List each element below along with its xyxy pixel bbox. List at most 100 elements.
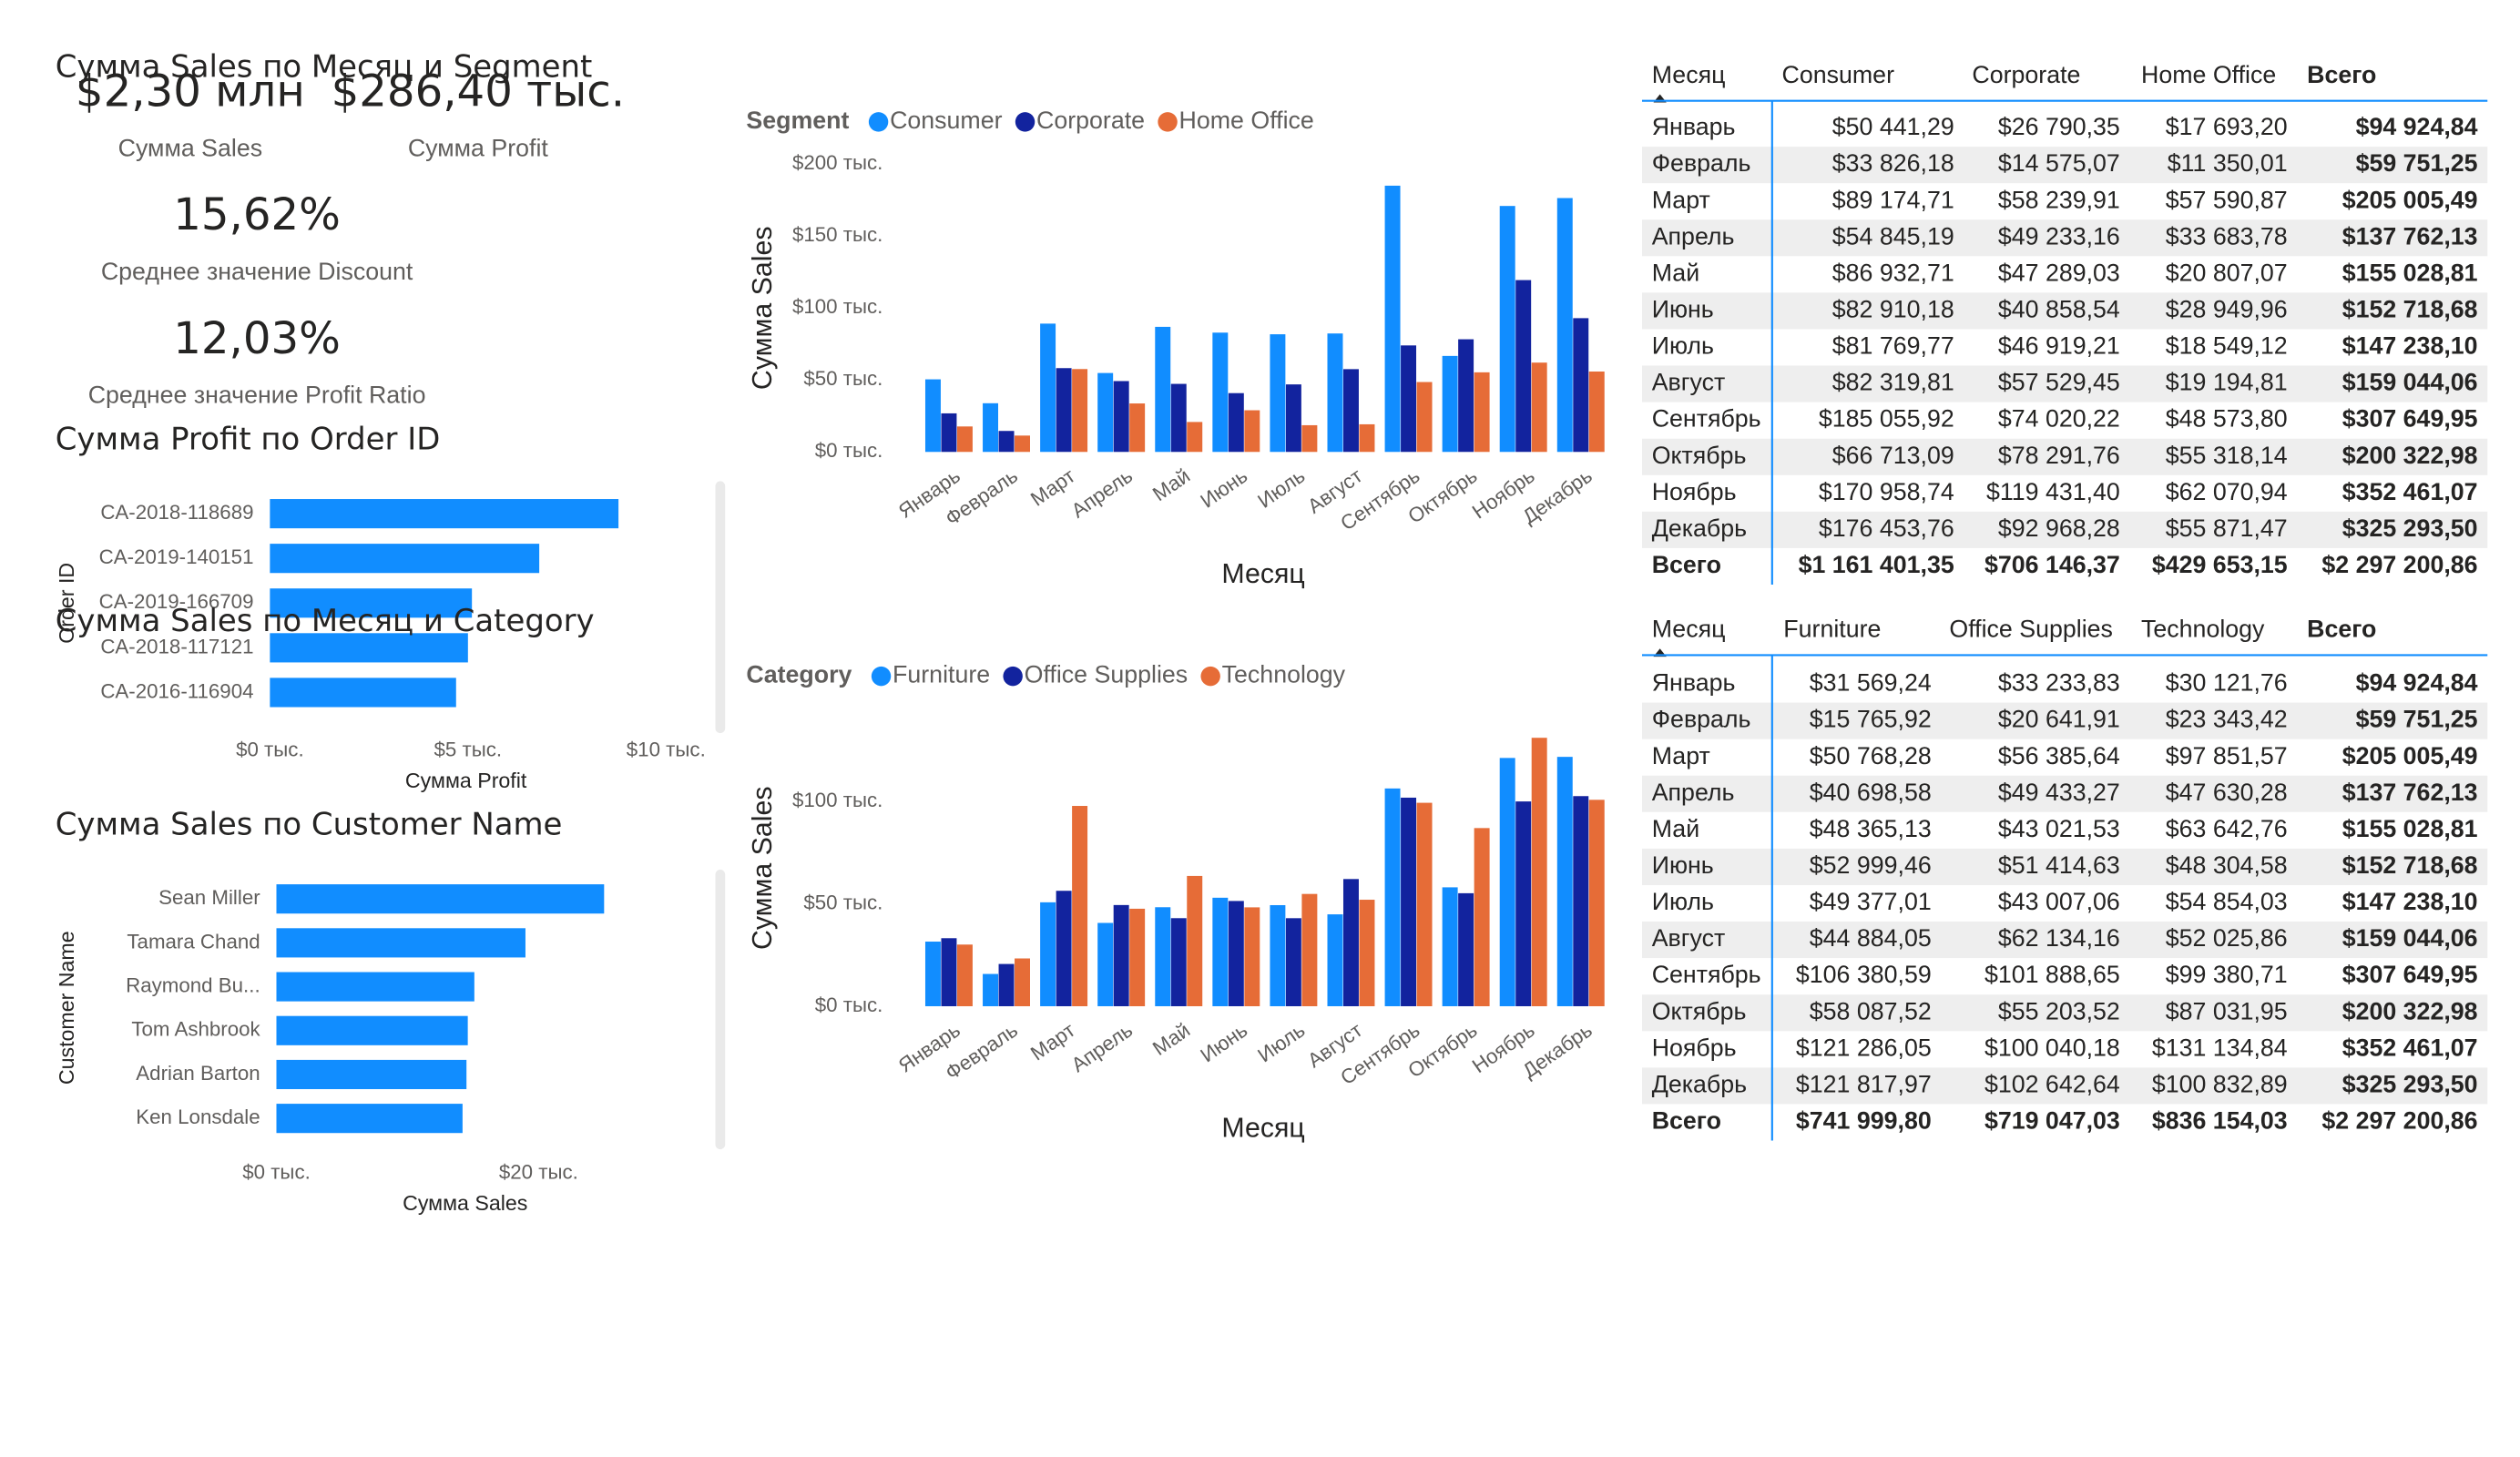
bar bbox=[998, 963, 1015, 1006]
row-stripe bbox=[1642, 922, 2488, 959]
y-axis-title: Сумма Sales bbox=[748, 786, 778, 950]
bar bbox=[1458, 892, 1474, 1006]
cell-value: $1 161 401,35 bbox=[1799, 551, 1954, 578]
cell-value: $176 453,76 bbox=[1819, 515, 1954, 542]
cell-value: $706 146,37 bbox=[1984, 551, 2120, 578]
cell-value: $54 854,03 bbox=[2166, 888, 2288, 915]
row-label: Январь bbox=[1652, 113, 1736, 140]
bar bbox=[1531, 362, 1547, 453]
bar bbox=[1588, 800, 1605, 1006]
row-stripe bbox=[1642, 438, 2488, 475]
x-tick-label: $0 тыс. bbox=[236, 739, 304, 761]
bar bbox=[1384, 788, 1401, 1006]
cell-value: $54 845,19 bbox=[1832, 222, 1954, 250]
y-tick-label: $100 тыс. bbox=[792, 789, 883, 811]
row-stripe bbox=[1642, 292, 2488, 330]
column-header: Всего bbox=[2307, 61, 2376, 88]
bar bbox=[1401, 797, 1417, 1006]
scrollbar[interactable] bbox=[715, 481, 726, 734]
legend-label: Corporate bbox=[1036, 107, 1145, 134]
cell-value: $200 322,98 bbox=[2342, 997, 2478, 1024]
row-label: Апрель bbox=[1652, 222, 1735, 250]
row-label: Май bbox=[1652, 259, 1699, 286]
bar bbox=[924, 379, 941, 453]
x-tick-label: $10 тыс. bbox=[627, 739, 706, 761]
bar bbox=[270, 499, 619, 529]
cell-value: $57 529,45 bbox=[1998, 369, 2120, 396]
y-tick-label: Ken Lonsdale bbox=[136, 1105, 260, 1128]
cell-value: $155 028,81 bbox=[2342, 815, 2478, 842]
cell-value: $170 958,74 bbox=[1819, 478, 1954, 505]
bar bbox=[1442, 355, 1458, 453]
y-tick-label: $50 тыс. bbox=[803, 891, 883, 913]
cell-value: $52 025,86 bbox=[2166, 924, 2288, 952]
cell-value: $159 044,06 bbox=[2342, 369, 2478, 396]
cell-value: $81 769,77 bbox=[1832, 332, 1954, 360]
bar bbox=[270, 588, 473, 618]
legend-title: Segment bbox=[746, 107, 849, 134]
cell-value: $152 718,68 bbox=[2342, 851, 2478, 879]
cell-value: $56 385,64 bbox=[1998, 742, 2120, 769]
cell-value: $63 642,76 bbox=[2166, 815, 2288, 842]
bar bbox=[1056, 891, 1072, 1006]
kpi-value: $2,30 млн bbox=[76, 66, 305, 117]
bar bbox=[1015, 958, 1030, 1006]
cell-value: $94 924,84 bbox=[2356, 113, 2478, 140]
y-tick-label: CA-2019-140151 bbox=[99, 545, 254, 568]
bar bbox=[1228, 901, 1244, 1006]
bar bbox=[1244, 410, 1260, 453]
bar bbox=[1129, 403, 1146, 453]
cell-value: $62 134,16 bbox=[1998, 924, 2120, 952]
bar bbox=[1499, 206, 1515, 453]
row-stripe bbox=[1642, 1067, 2488, 1105]
bar bbox=[276, 928, 525, 958]
bar bbox=[1097, 922, 1114, 1006]
bar bbox=[1072, 806, 1088, 1006]
bar bbox=[1515, 801, 1532, 1006]
cell-value: $307 649,95 bbox=[2342, 961, 2478, 988]
cell-value: $33 233,83 bbox=[1998, 669, 2120, 697]
column-header: Месяц bbox=[1652, 61, 1726, 88]
chart-title: Сумма Sales по Customer Name bbox=[56, 806, 563, 841]
scrollbar[interactable] bbox=[715, 870, 726, 1150]
bar bbox=[1212, 897, 1229, 1006]
cell-value: $48 365,13 bbox=[1810, 815, 1932, 842]
cell-value: $55 871,47 bbox=[2166, 515, 2288, 542]
row-label: Июнь bbox=[1652, 851, 1714, 879]
cell-value: $205 005,49 bbox=[2342, 742, 2478, 769]
row-stripe bbox=[1642, 994, 2488, 1032]
cell-value: $28 949,96 bbox=[2166, 295, 2288, 322]
bar bbox=[1474, 372, 1490, 453]
cell-value: $62 070,94 bbox=[2166, 478, 2288, 505]
y-tick-label: CA-2018-118689 bbox=[100, 501, 253, 524]
column-header: Всего bbox=[2307, 616, 2376, 643]
bar bbox=[270, 633, 468, 663]
row-stripe bbox=[1642, 848, 2488, 885]
bar bbox=[1573, 318, 1589, 453]
bar bbox=[1155, 326, 1171, 453]
bar bbox=[1327, 914, 1343, 1006]
cell-value: $89 174,71 bbox=[1832, 186, 1954, 213]
cell-value: $40 858,54 bbox=[1998, 295, 2120, 322]
cell-value: $94 924,84 bbox=[2356, 669, 2478, 697]
bar bbox=[1285, 918, 1301, 1006]
cell-value: $92 968,28 bbox=[1998, 515, 2120, 542]
cell-value: $20 807,07 bbox=[2166, 259, 2288, 286]
row-label: Сентябрь bbox=[1652, 405, 1761, 433]
chart-title: Сумма Profit по Order ID bbox=[56, 421, 441, 456]
row-label: Ноябрь bbox=[1652, 1034, 1737, 1061]
bar bbox=[1401, 345, 1417, 453]
bar bbox=[1556, 198, 1573, 453]
y-tick-label: $50 тыс. bbox=[803, 367, 883, 390]
column-header: Consumer bbox=[1782, 61, 1895, 88]
bar bbox=[1499, 758, 1515, 1006]
cell-value: $2 297 200,86 bbox=[2321, 551, 2477, 578]
legend-marker bbox=[1003, 666, 1023, 687]
bar bbox=[1573, 796, 1589, 1006]
cell-value: $147 238,10 bbox=[2342, 888, 2478, 915]
bar bbox=[1342, 879, 1359, 1006]
cell-value: $100 832,89 bbox=[2152, 1070, 2288, 1097]
y-axis-title: Сумма Sales bbox=[748, 226, 778, 390]
cell-value: $19 194,81 bbox=[2166, 369, 2288, 396]
y-tick-label: CA-2018-117121 bbox=[100, 635, 253, 657]
